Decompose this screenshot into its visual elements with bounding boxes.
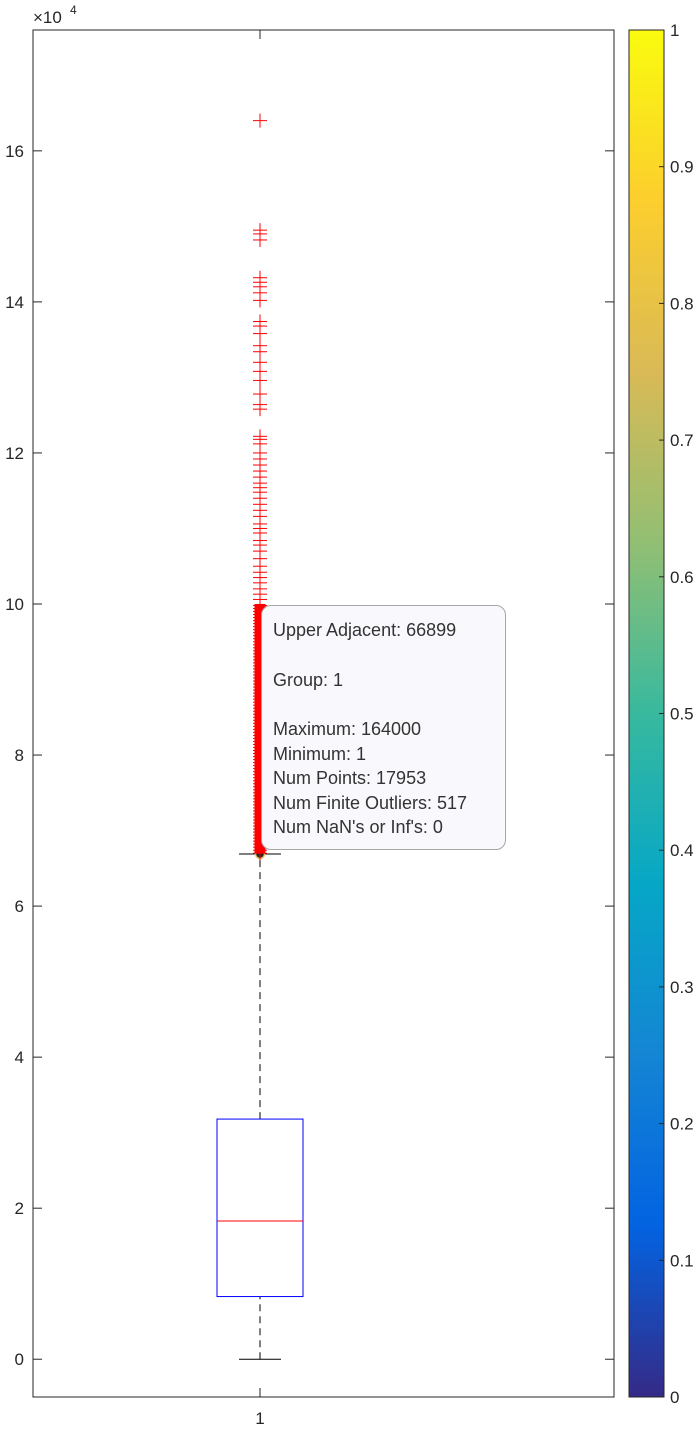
colorbar-tick-label: 0.3 bbox=[670, 978, 694, 997]
y-tick-label: 4 bbox=[15, 1048, 24, 1067]
outlier-marker[interactable] bbox=[253, 293, 267, 308]
y-tick-label: 10 bbox=[5, 595, 24, 614]
colorbar-tick-label: 0.8 bbox=[670, 294, 694, 313]
y-tick-label: 16 bbox=[5, 142, 24, 161]
colorbar-tick-label: 0.9 bbox=[670, 158, 694, 177]
outlier-marker[interactable] bbox=[253, 326, 267, 341]
x-tick-label: 1 bbox=[255, 1409, 264, 1427]
datatip-group: Group: 1 bbox=[273, 669, 344, 690]
colorbar: 0 0.1 0.2 0.3 0.4 0.5 0.6 0.7 0.8 0.9 1 bbox=[628, 21, 694, 1407]
colorbar-tick-label: 0.2 bbox=[670, 1115, 694, 1134]
colorbar-tick-label: 0.6 bbox=[670, 568, 694, 587]
datatip-num-nan-inf: Num NaN's or Inf's: 0 bbox=[273, 817, 443, 837]
colorbar-tick-label: 0.7 bbox=[670, 431, 694, 450]
y-exponent-label: ×10 bbox=[33, 8, 62, 27]
colorbar-tick-label: 0.1 bbox=[670, 1251, 694, 1270]
y-exponent-power: 4 bbox=[70, 3, 77, 17]
datatip: Upper Adjacent: 66899 Group: 1 Maximum: … bbox=[261, 605, 506, 850]
datatip-minimum: Minimum: 1 bbox=[273, 743, 367, 764]
y-tick-label: 2 bbox=[15, 1199, 24, 1218]
outlier-marker[interactable] bbox=[253, 592, 267, 607]
iqr-box[interactable] bbox=[216, 1118, 304, 1298]
datatip-upper-adjacent: Upper Adjacent: 66899 bbox=[273, 620, 457, 640]
outlier-marker[interactable] bbox=[253, 402, 267, 417]
datatip-num-finite-outliers: Num Finite Outliers: 517 bbox=[273, 792, 468, 813]
outlier-marker[interactable] bbox=[253, 373, 267, 388]
colorbar-tick-label: 1 bbox=[670, 21, 679, 40]
y-tick-label: 12 bbox=[5, 444, 24, 463]
y-tick-label: 6 bbox=[15, 897, 24, 916]
y-tick-label: 0 bbox=[15, 1350, 24, 1369]
outlier-marker[interactable] bbox=[253, 113, 267, 128]
colorbar-tick-label: 0 bbox=[670, 1388, 679, 1407]
y-tick-label: 8 bbox=[15, 746, 24, 765]
datatip-maximum: Maximum: 164000 bbox=[273, 719, 422, 739]
outlier-marker[interactable] bbox=[253, 232, 267, 247]
colorbar-tick-label: 0.5 bbox=[670, 705, 694, 724]
colorbar-gradient bbox=[628, 29, 665, 1398]
y-tick-label: 14 bbox=[5, 293, 24, 312]
colorbar-tick-label: 0.4 bbox=[670, 841, 694, 860]
datatip-num-points: Num Points: 17953 bbox=[273, 768, 427, 788]
